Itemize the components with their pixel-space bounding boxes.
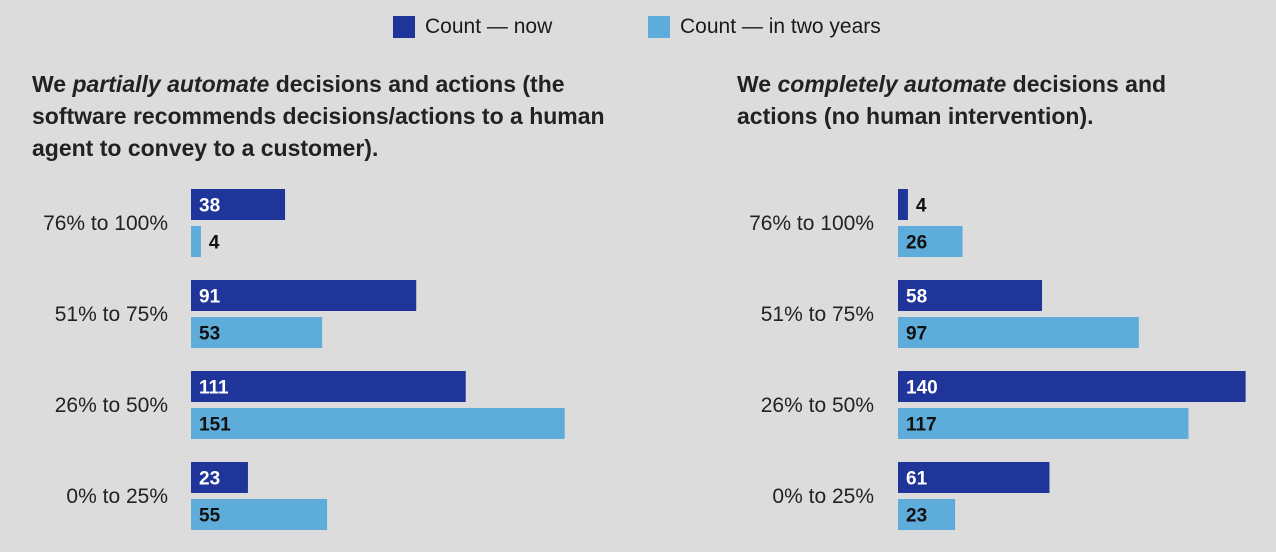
bar-partial-two-years-2 [191, 408, 565, 439]
bar-complete-two-years-0 [898, 226, 963, 257]
bar-partial-two-years-3 [191, 499, 328, 530]
value-label-complete-now-0: 4 [916, 196, 927, 217]
value-label-complete-two-years-3: 23 [906, 506, 927, 527]
bar-partial-two-years-1 [191, 317, 323, 348]
chart-title-partial: We partially automate decisions and acti… [32, 68, 622, 164]
value-label-partial-two-years-2: 151 [199, 415, 231, 436]
legend-swatch-now [393, 16, 415, 38]
bar-complete-now-2 [898, 371, 1246, 402]
bar-partial-now-0 [191, 189, 286, 220]
value-label-partial-now-0: 38 [199, 196, 220, 217]
chart-title-partial-pre: We [32, 71, 73, 97]
category-label-partial-2: 26% to 50% [55, 394, 168, 417]
category-label-partial-3: 0% to 25% [66, 485, 168, 508]
bar-complete-two-years-2 [898, 408, 1189, 439]
legend-swatch-two-years [648, 16, 670, 38]
chart-title-complete-post: decisions and actions (no human interven… [737, 71, 1167, 129]
chart-title-partial-post: decisions and actions (the software reco… [32, 71, 605, 161]
bar-partial-now-3 [191, 462, 248, 493]
category-label-partial-1: 51% to 75% [55, 303, 168, 326]
category-label-partial-0: 76% to 100% [43, 212, 168, 235]
value-label-partial-two-years-1: 53 [199, 324, 220, 345]
legend-label-now: Count — now [425, 15, 553, 38]
legend-label-two-years: Count — in two years [680, 15, 881, 38]
bar-partial-two-years-0 [191, 226, 201, 257]
chart-title-complete-pre: We [737, 71, 778, 97]
chart-title-partial-emphasis: partially automate [72, 71, 270, 97]
bar-complete-two-years-1 [898, 317, 1139, 348]
value-label-complete-two-years-0: 26 [906, 233, 927, 254]
value-label-complete-now-1: 58 [906, 287, 927, 308]
value-label-complete-now-2: 140 [906, 378, 938, 399]
legend-now: Count — now [393, 14, 552, 40]
legend-two-years: Count — in two years [648, 14, 881, 40]
value-label-complete-two-years-2: 117 [906, 415, 937, 436]
value-label-partial-two-years-3: 55 [199, 506, 221, 527]
bar-complete-two-years-3 [898, 499, 956, 530]
value-label-partial-now-3: 23 [199, 469, 220, 490]
value-label-complete-two-years-1: 97 [906, 324, 927, 345]
bar-complete-now-0 [898, 189, 908, 220]
category-label-complete-1: 51% to 75% [761, 303, 874, 326]
chart-title-complete-emphasis: completely automate [777, 71, 1007, 97]
value-label-complete-now-3: 61 [906, 469, 928, 490]
value-label-partial-now-2: 111 [199, 378, 229, 399]
bar-partial-now-1 [191, 280, 417, 311]
value-label-partial-now-1: 91 [199, 287, 221, 308]
category-label-complete-0: 76% to 100% [749, 212, 874, 235]
chart-title-complete: We completely automate decisions and act… [737, 68, 1237, 132]
category-label-complete-2: 26% to 50% [761, 394, 874, 417]
value-label-partial-two-years-0: 4 [209, 233, 220, 254]
bar-complete-now-1 [898, 280, 1043, 311]
bar-partial-now-2 [191, 371, 466, 402]
category-label-complete-3: 0% to 25% [772, 485, 874, 508]
bar-complete-now-3 [898, 462, 1050, 493]
